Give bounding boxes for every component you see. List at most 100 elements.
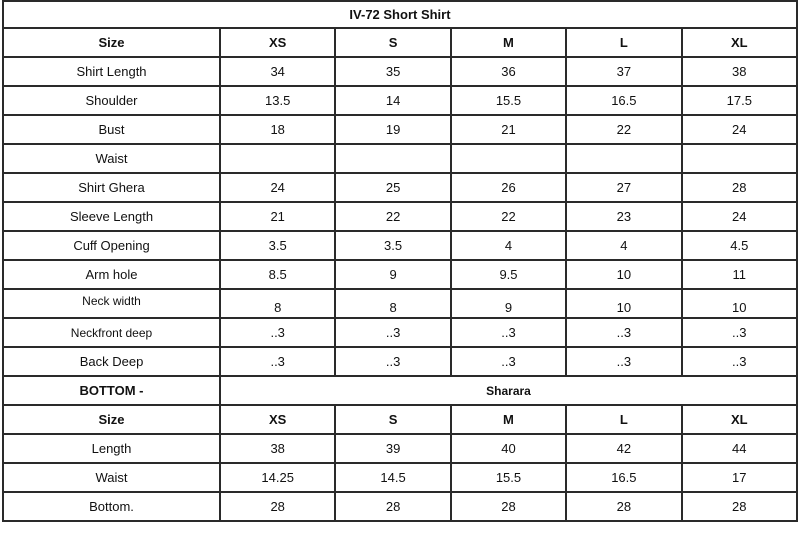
measure-value: 38 (218, 433, 337, 464)
measure-value: 24 (680, 201, 799, 232)
measure-label: Shirt Ghera (2, 172, 221, 203)
measure-value: 22 (449, 201, 568, 232)
title-row: IV-72 Short Shirt (2, 0, 798, 29)
bottom-section-label: BOTTOM - (2, 375, 221, 406)
measure-label: Neck width (2, 288, 221, 319)
shirt-measure-row: Shirt Ghera 24 25 26 27 28 (2, 172, 799, 203)
measure-value: 22 (565, 114, 683, 145)
bottom-measure-row: Length 38 39 40 42 44 (2, 433, 799, 464)
measure-value: 3.5 (334, 230, 452, 261)
measure-value: 27 (565, 172, 683, 203)
measure-value: 21 (449, 114, 568, 145)
size-header: Size (2, 27, 221, 58)
measure-label: Cuff Opening (2, 230, 221, 261)
measure-value: 28 (334, 491, 452, 522)
measure-value: 11 (680, 259, 799, 290)
measure-value: ..3 (565, 317, 683, 348)
measure-value: 15.5 (449, 462, 568, 493)
measure-value: 39 (334, 433, 452, 464)
measure-value: 28 (218, 491, 337, 522)
measure-value: 9.5 (449, 259, 568, 290)
size-header-row: Size XS S M L XL (2, 27, 799, 58)
measure-value (565, 143, 683, 174)
shirt-measure-row: Shirt Length 34 35 36 37 38 (2, 56, 799, 87)
measure-value: 14 (334, 85, 452, 116)
measure-value: ..3 (334, 317, 452, 348)
measure-value: 24 (218, 172, 337, 203)
size-l-header: L (565, 27, 683, 58)
measure-value: 28 (565, 491, 683, 522)
measure-label: Arm hole (2, 259, 221, 290)
measure-value: 10 (565, 288, 683, 319)
measure-value: ..3 (334, 346, 452, 377)
measure-value: ..3 (680, 317, 799, 348)
measure-value: 44 (680, 433, 799, 464)
size-l-header: L (565, 404, 683, 435)
size-m-header: M (449, 404, 568, 435)
size-xs-header: XS (218, 27, 337, 58)
shirt-measure-row: Arm hole 8.5 9 9.5 10 11 (2, 259, 799, 290)
measure-value: 15.5 (449, 85, 568, 116)
measure-value: 10 (565, 259, 683, 290)
measure-value (449, 143, 568, 174)
measure-value: 37 (565, 56, 683, 87)
measure-label: Back Deep (2, 346, 221, 377)
shirt-measure-row: Neckfront deep ..3 ..3 ..3 ..3 ..3 (2, 317, 799, 348)
measure-value: 23 (565, 201, 683, 232)
chart-title: IV-72 Short Shirt (2, 0, 798, 29)
measure-value: 36 (449, 56, 568, 87)
measure-value: 17.5 (680, 85, 799, 116)
size-m-header: M (449, 27, 568, 58)
measure-value: 10 (680, 288, 799, 319)
measure-value: 14.25 (218, 462, 337, 493)
measure-value (218, 143, 337, 174)
shirt-measure-row: Sleeve Length 21 22 22 23 24 (2, 201, 799, 232)
measure-value: ..3 (565, 346, 683, 377)
measure-value: 16.5 (565, 462, 683, 493)
measure-value: 28 (680, 491, 799, 522)
measure-value: 26 (449, 172, 568, 203)
measure-label: Bust (2, 114, 221, 145)
size-header: Size (2, 404, 221, 435)
measure-label: Waist (2, 143, 221, 174)
measure-value: 42 (565, 433, 683, 464)
measure-label: Waist (2, 462, 221, 493)
measure-value: ..3 (218, 317, 337, 348)
measure-value: 24 (680, 114, 799, 145)
size-s-header: S (334, 27, 452, 58)
bottom-measure-row: Bottom. 28 28 28 28 28 (2, 491, 799, 522)
measure-value: 14.5 (334, 462, 452, 493)
measure-value: 4 (565, 230, 683, 261)
measure-value: 9 (334, 259, 452, 290)
measure-value: 40 (449, 433, 568, 464)
size-chart-table: IV-72 Short Shirt Size XS S M L XL Shirt Length… (2, 0, 799, 522)
measure-value: 18 (218, 114, 337, 145)
shirt-measure-row: Bust 18 19 21 22 24 (2, 114, 799, 145)
measure-label: Shoulder (2, 85, 221, 116)
shirt-measure-row: Cuff Opening 3.5 3.5 4 4 4.5 (2, 230, 799, 261)
measure-value: 34 (218, 56, 337, 87)
measure-value: 9 (449, 288, 568, 319)
measure-value: 17 (680, 462, 799, 493)
measure-value: 35 (334, 56, 452, 87)
measure-value: 8 (334, 288, 452, 319)
bottom-section-row: BOTTOM - Sharara (2, 375, 798, 406)
measure-value: 4 (449, 230, 568, 261)
measure-value: 3.5 (218, 230, 337, 261)
measure-value (680, 143, 799, 174)
measure-value: ..3 (218, 346, 337, 377)
measure-value: 25 (334, 172, 452, 203)
measure-value: 16.5 (565, 85, 683, 116)
shirt-measure-row: Back Deep ..3 ..3 ..3 ..3 ..3 (2, 346, 799, 377)
measure-value: 19 (334, 114, 452, 145)
size-xl-header: XL (680, 404, 799, 435)
bottom-measure-row: Waist 14.25 14.5 15.5 16.5 17 (2, 462, 799, 493)
measure-value: 8.5 (218, 259, 337, 290)
size-header-row: Size XS S M L XL (2, 404, 799, 435)
measure-value: 8 (218, 288, 337, 319)
measure-value: 21 (218, 201, 337, 232)
measure-value: 13.5 (218, 85, 337, 116)
shirt-measure-row: Neck width 8 8 9 10 10 (2, 288, 799, 319)
measure-label: Bottom. (2, 491, 221, 522)
measure-label: Sleeve Length (2, 201, 221, 232)
